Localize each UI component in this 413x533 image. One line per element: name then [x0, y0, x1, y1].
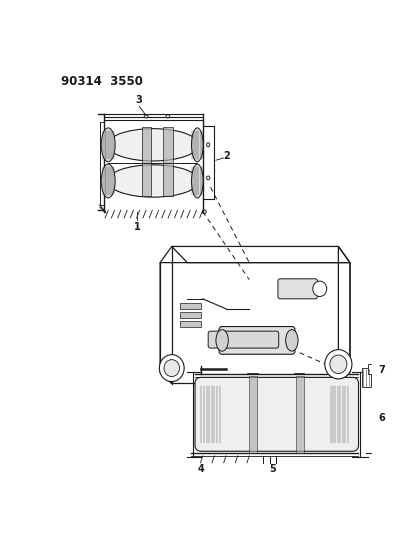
Ellipse shape	[167, 117, 169, 119]
Ellipse shape	[159, 354, 184, 382]
Bar	[296, 376, 304, 453]
Ellipse shape	[101, 128, 115, 161]
Ellipse shape	[325, 350, 352, 379]
Text: 5: 5	[269, 464, 276, 474]
Bar	[142, 127, 151, 196]
Ellipse shape	[164, 360, 180, 377]
Ellipse shape	[216, 329, 228, 351]
Ellipse shape	[145, 117, 147, 119]
Text: 3: 3	[136, 95, 142, 105]
Bar	[368, 364, 379, 374]
Bar	[362, 368, 371, 387]
Bar	[180, 321, 201, 327]
Ellipse shape	[107, 128, 199, 161]
Ellipse shape	[101, 164, 115, 198]
FancyBboxPatch shape	[208, 331, 279, 348]
FancyBboxPatch shape	[195, 377, 358, 451]
Ellipse shape	[192, 164, 203, 198]
Ellipse shape	[107, 165, 199, 197]
Text: 90314  3550: 90314 3550	[61, 75, 143, 88]
Text: 4: 4	[198, 464, 204, 474]
FancyBboxPatch shape	[219, 327, 295, 354]
Ellipse shape	[192, 128, 203, 161]
Text: 2: 2	[224, 151, 230, 161]
Text: 6: 6	[379, 413, 385, 423]
Ellipse shape	[313, 281, 327, 296]
FancyBboxPatch shape	[278, 279, 318, 299]
Bar	[180, 303, 201, 309]
Text: 1: 1	[133, 222, 140, 232]
Ellipse shape	[330, 355, 347, 374]
Text: 7: 7	[379, 366, 385, 375]
Bar	[249, 376, 257, 453]
Ellipse shape	[286, 329, 298, 351]
Bar	[163, 127, 173, 196]
Bar	[180, 312, 201, 318]
